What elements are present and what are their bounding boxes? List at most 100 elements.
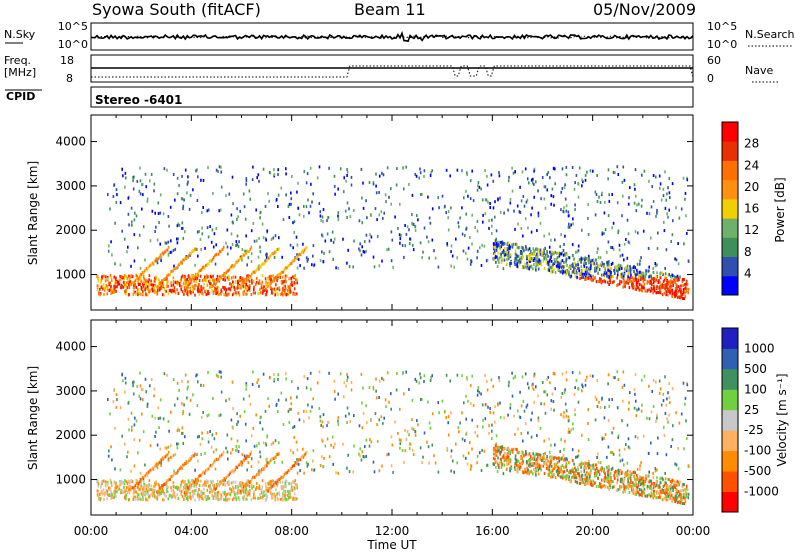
power-cell xyxy=(369,181,371,184)
power-cell xyxy=(413,223,415,226)
velocity-cell xyxy=(413,453,415,456)
velocity-cell xyxy=(337,420,339,423)
velocity-cell xyxy=(290,397,292,400)
velocity-cell xyxy=(279,491,281,494)
power-cell xyxy=(373,183,375,186)
velocity-cell xyxy=(197,494,199,497)
power-cell xyxy=(343,190,345,193)
velocity-cell xyxy=(306,461,308,464)
power-cell xyxy=(283,280,285,283)
power-cell xyxy=(563,249,565,252)
power-cell xyxy=(448,229,450,232)
velocity-cell xyxy=(253,491,255,494)
velocity-cell xyxy=(542,456,544,459)
power-cell xyxy=(572,222,574,225)
power-cell xyxy=(157,239,159,242)
power-cell xyxy=(157,289,159,292)
velocity-cell xyxy=(608,398,610,401)
velocity-cell xyxy=(627,424,629,427)
power-cell xyxy=(385,200,387,203)
velocity-cell xyxy=(553,400,555,403)
velocity-cell xyxy=(537,394,539,397)
power-cell xyxy=(672,295,674,298)
power-cell xyxy=(258,180,260,183)
velocity-cell xyxy=(216,432,218,435)
power-cell xyxy=(229,193,231,196)
velocity-cell xyxy=(675,481,677,484)
velocity-cell xyxy=(424,374,426,377)
velocity-cell xyxy=(106,497,108,500)
power-cell xyxy=(510,198,512,201)
velocity-cell xyxy=(232,381,234,384)
velocity-cell xyxy=(608,419,610,422)
velocity-cell xyxy=(413,428,415,431)
power-cell xyxy=(655,176,657,179)
velocity-cell xyxy=(606,456,608,459)
velocity-cell xyxy=(110,445,112,448)
velocity-cell xyxy=(128,488,130,491)
velocity-cell xyxy=(186,396,188,399)
power-cell xyxy=(622,254,624,257)
power-cell xyxy=(549,176,551,179)
velocity-cell xyxy=(120,406,122,409)
power-cell xyxy=(181,276,183,279)
power-cell xyxy=(674,257,676,260)
power-cell xyxy=(105,275,107,278)
power-cell xyxy=(481,244,483,247)
power-cell xyxy=(127,246,129,249)
velocity-cell xyxy=(290,482,292,485)
velocity-cell xyxy=(622,400,624,403)
velocity-cell xyxy=(194,489,196,492)
power-cell xyxy=(343,176,345,179)
power-cell xyxy=(198,293,200,296)
power-cell xyxy=(306,256,308,259)
power-cell xyxy=(621,267,623,270)
velocity-cell xyxy=(596,471,598,474)
power-cell xyxy=(546,262,548,265)
velocity-cell xyxy=(124,391,126,394)
power-cell xyxy=(586,271,588,274)
velocity-cell xyxy=(160,417,162,420)
velocity-cell xyxy=(428,462,430,465)
velocity-cell xyxy=(258,461,260,464)
velocity-cell xyxy=(488,424,490,427)
velocity-cell xyxy=(652,472,654,475)
power-cell xyxy=(480,188,482,191)
power-cell xyxy=(285,277,287,280)
power-cell xyxy=(637,232,639,235)
velocity-cell xyxy=(218,414,220,417)
power-cell xyxy=(625,282,627,285)
velocity-cell xyxy=(349,470,351,473)
power-cell xyxy=(274,279,276,282)
velocity-cell xyxy=(400,439,402,442)
power-cell xyxy=(494,200,496,203)
velocity-cell xyxy=(212,397,214,400)
power-cell xyxy=(212,192,214,195)
power-cell xyxy=(201,211,203,214)
power-cell xyxy=(116,285,118,288)
power-cell xyxy=(629,269,631,272)
power-cell xyxy=(588,233,590,236)
power-cell xyxy=(201,227,203,230)
velocity-cell xyxy=(158,406,160,409)
power-cell xyxy=(204,247,206,250)
power-cell xyxy=(369,240,371,243)
velocity-cell xyxy=(170,444,172,447)
velocity-cell xyxy=(365,404,367,407)
power-cell xyxy=(291,197,293,200)
velocity-cell xyxy=(636,409,638,412)
power-cell xyxy=(143,281,145,284)
power-cell xyxy=(661,272,663,275)
power-cell xyxy=(463,196,465,199)
power-cell xyxy=(639,263,641,266)
power-cell xyxy=(665,293,667,296)
velocity-cell xyxy=(657,437,659,440)
power-cell xyxy=(194,264,196,267)
power-cell xyxy=(145,173,147,176)
velocity-cell xyxy=(264,494,266,497)
velocity-cell xyxy=(596,379,598,382)
power-cell xyxy=(534,249,536,252)
velocity-cell xyxy=(235,486,237,489)
power-cell xyxy=(147,293,149,296)
velocity-cell xyxy=(661,477,663,480)
